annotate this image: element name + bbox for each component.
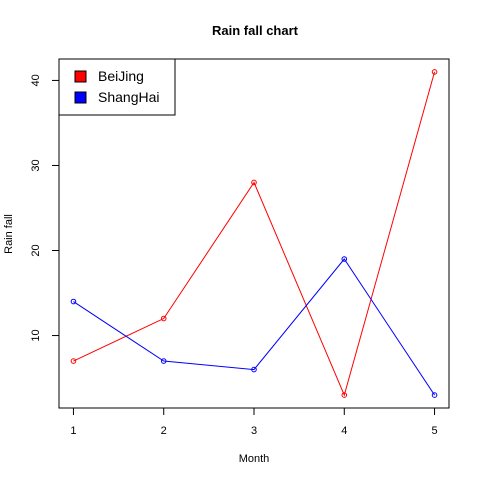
data-point-shanghai	[251, 366, 257, 373]
series-beijing	[70, 69, 438, 398]
y-tick-label: 10	[30, 329, 42, 341]
x-tick-label: 2	[161, 425, 167, 437]
data-point-beijing	[341, 392, 348, 398]
data-point-shanghai	[341, 256, 348, 262]
data-point-beijing	[431, 69, 438, 75]
x-tick-label: 4	[341, 425, 347, 437]
data-point-shanghai	[70, 298, 77, 305]
data-point-beijing	[160, 315, 167, 322]
x-axis: 1 2 3 4 5	[70, 408, 438, 437]
x-axis-label: Month	[239, 453, 270, 465]
series-line-beijing	[73, 71, 436, 397]
legend-swatch-shanghai	[74, 91, 87, 104]
series-shanghai	[70, 256, 438, 398]
y-tick-label: 40	[30, 74, 42, 86]
y-tick-label: 20	[30, 244, 42, 256]
y-axis-label: Rain fall	[3, 214, 15, 254]
legend-label-beijing: BeiJing	[98, 68, 144, 84]
y-tick-label: 30	[30, 159, 42, 171]
series-line-shanghai	[73, 258, 435, 396]
data-point-shanghai	[160, 358, 167, 364]
chart-title: Rain fall chart	[212, 23, 299, 38]
legend-box	[58, 58, 176, 116]
data-point-beijing	[70, 358, 77, 364]
legend-swatch-beijing	[74, 70, 87, 83]
x-tick-label: 3	[251, 425, 257, 437]
series-group	[70, 69, 438, 398]
legend: BeiJing ShangHai	[58, 58, 176, 116]
x-tick-label: 5	[431, 425, 437, 437]
y-axis: 10 20 30 40	[30, 74, 59, 342]
x-tick-label: 1	[70, 425, 76, 437]
data-point-beijing	[251, 179, 257, 186]
legend-label-shanghai: ShangHai	[98, 89, 160, 105]
data-point-shanghai	[431, 392, 438, 398]
